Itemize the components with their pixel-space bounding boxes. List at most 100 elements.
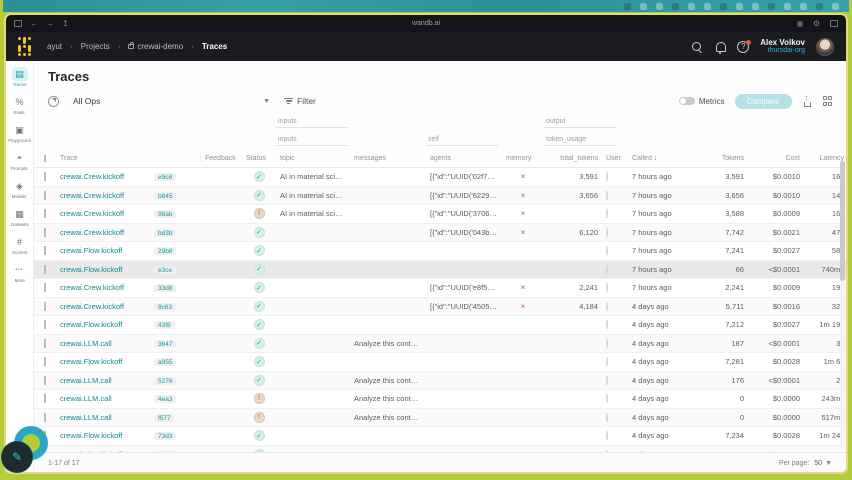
- row-checkbox[interactable]: [44, 172, 46, 182]
- trace-link[interactable]: crewai.Crew.kickoff: [60, 301, 125, 311]
- breadcrumb-project[interactable]: crewai-demo: [128, 42, 183, 51]
- trace-link[interactable]: crewai.Flow.kickoff: [60, 357, 123, 367]
- wandb-logo-icon[interactable]: [18, 37, 31, 56]
- export-icon[interactable]: [802, 93, 813, 107]
- scrollbar[interactable]: [840, 161, 845, 448]
- row-checkbox[interactable]: [44, 412, 46, 422]
- table-row[interactable]: crewai.LLM.call 5276 ✓ Analyze this conten……: [34, 371, 846, 390]
- extension-icon[interactable]: [796, 20, 803, 27]
- row-checkbox[interactable]: [44, 227, 46, 237]
- trace-id-badge[interactable]: 29b8: [154, 247, 177, 256]
- help-icon[interactable]: ?: [737, 39, 752, 53]
- row-checkbox[interactable]: [44, 264, 46, 274]
- table-row[interactable]: crewai.Crew.kickoff 9c63 ✓ [{"id":"UUID('45…: [34, 297, 846, 316]
- row-checkbox[interactable]: [44, 357, 46, 367]
- filter-button[interactable]: Filter: [284, 96, 316, 106]
- sidebar-item-traces[interactable]: ▤ Traces: [7, 67, 33, 88]
- avatar[interactable]: [816, 37, 834, 56]
- column-header-cost[interactable]: Cost: [785, 155, 800, 162]
- column-header-user[interactable]: User: [606, 155, 621, 162]
- share-icon[interactable]: ↥: [62, 19, 69, 28]
- trace-id-badge[interactable]: 4ea3: [154, 395, 177, 404]
- url-bar[interactable]: wandb.ai: [411, 20, 441, 27]
- select-all-checkbox[interactable]: [44, 155, 46, 162]
- column-header-agents[interactable]: agents: [430, 155, 452, 162]
- column-header-memory[interactable]: memory: [506, 155, 532, 162]
- table-row[interactable]: crewai.Flow.kickoff 73d3 ✓ 4 days ago 7,234 $…: [34, 427, 846, 446]
- trace-link[interactable]: crewai.Crew.kickoff: [60, 209, 125, 219]
- sidebar-item-models[interactable]: ◈ Models: [7, 179, 33, 200]
- user-menu[interactable]: Alex Volkov thursdai-org: [760, 38, 805, 55]
- settings-icon[interactable]: ⚙: [812, 19, 820, 28]
- column-header-feedback[interactable]: Feedback: [200, 155, 242, 162]
- trace-id-badge[interactable]: e3ce: [154, 265, 177, 274]
- trace-link[interactable]: crewai.Flow.kickoff: [60, 264, 123, 274]
- trace-id-badge[interactable]: 5276: [154, 376, 177, 385]
- trace-id-badge[interactable]: a955: [154, 358, 177, 367]
- refresh-icon[interactable]: [48, 95, 59, 107]
- row-checkbox[interactable]: [44, 301, 46, 311]
- columns-grid-icon[interactable]: [822, 96, 832, 106]
- trace-id-badge[interactable]: 3b47: [154, 339, 177, 348]
- row-checkbox[interactable]: [44, 246, 46, 256]
- trace-id-badge[interactable]: bd3b: [154, 228, 177, 237]
- notifications-icon[interactable]: [714, 41, 727, 54]
- compare-button[interactable]: Compare: [734, 93, 792, 109]
- trace-link[interactable]: crewai.Flow.kickoff: [60, 320, 123, 330]
- table-row[interactable]: crewai.Flow.kickoff e3ce ✓ 7 hours ago 66 <$0…: [34, 260, 846, 279]
- trace-link[interactable]: crewai.Flow.kickoff: [60, 431, 123, 441]
- column-header-tokens[interactable]: Tokens: [721, 155, 744, 162]
- row-checkbox[interactable]: [44, 190, 46, 200]
- sort-desc-icon[interactable]: ↓: [651, 155, 658, 162]
- window-icon[interactable]: [14, 20, 22, 27]
- sidebar-item-more[interactable]: ••• More: [7, 263, 33, 284]
- table-row[interactable]: crewai.Crew.kickoff 33d8 ✓ [{"id":"UUID('e8…: [34, 279, 846, 298]
- row-checkbox[interactable]: [44, 375, 46, 385]
- trace-link[interactable]: crewai.Crew.kickoff: [60, 283, 125, 293]
- trace-id-badge[interactable]: 43f8: [154, 321, 175, 330]
- ops-dropdown[interactable]: All Ops ▼: [69, 93, 274, 109]
- recorder-bubble[interactable]: ✎: [2, 442, 32, 472]
- trace-id-badge[interactable]: 98ab: [154, 210, 177, 219]
- table-row[interactable]: crewai.Crew.kickoff 98ab! AI in material s…: [34, 205, 846, 224]
- sidebar-item-datasets[interactable]: ▦ Datasets: [7, 207, 33, 228]
- trace-link[interactable]: crewai.LLM.call: [60, 375, 112, 385]
- table-row[interactable]: crewai.Flow.kickoff 29b8 ✓ 7 hours ago 7,241…: [34, 242, 846, 261]
- trace-link[interactable]: crewai.Crew.kickoff: [60, 172, 125, 182]
- trace-id-badge[interactable]: f577: [154, 413, 175, 422]
- breadcrumb-entity[interactable]: ayut: [47, 42, 63, 51]
- breadcrumb-traces[interactable]: Traces: [201, 42, 228, 51]
- column-header-status[interactable]: Status: [246, 155, 266, 162]
- breadcrumb-projects[interactable]: Projects: [80, 42, 110, 51]
- trace-link[interactable]: crewai.Crew.kickoff: [60, 227, 125, 237]
- table-row[interactable]: crewai.Crew.kickoff bd3b ✓ [{"id":"UUID('04…: [34, 223, 846, 242]
- table-row[interactable]: crewai.LLM.call 3b47 ✓ Analyze this conten……: [34, 334, 846, 353]
- search-icon[interactable]: [691, 41, 703, 53]
- sidebar-item-evals[interactable]: % Evals: [7, 95, 33, 116]
- trace-id-badge[interactable]: b845: [154, 191, 177, 200]
- trace-link[interactable]: crewai.Flow.kickoff: [60, 246, 123, 256]
- table-row[interactable]: crewai.Crew.kickoff e9c8 ✓ AI in material s…: [34, 168, 846, 187]
- scrollbar-thumb[interactable]: [840, 161, 845, 281]
- sidebar-item-prompts[interactable]: ◓ Prompts: [7, 151, 33, 172]
- row-checkbox[interactable]: [44, 338, 46, 348]
- table-row[interactable]: crewai.Flow.kickoff a955 ✓ 4 days ago 7,281 $…: [34, 353, 846, 372]
- trace-link[interactable]: crewai.LLM.call: [60, 338, 112, 348]
- trace-id-badge[interactable]: 9c63: [154, 302, 177, 311]
- trace-link[interactable]: crewai.Crew.kickoff: [60, 190, 125, 200]
- copy-icon[interactable]: [830, 20, 838, 27]
- column-header-topic[interactable]: topic: [280, 155, 295, 162]
- trace-link[interactable]: crewai.LLM.call: [60, 394, 112, 404]
- trace-id-badge[interactable]: 73d3: [154, 432, 177, 441]
- table-row[interactable]: crewai.Crew.kickoff b845 ✓ AI in material s…: [34, 186, 846, 205]
- row-checkbox[interactable]: [44, 283, 46, 293]
- row-checkbox[interactable]: [44, 320, 46, 330]
- sidebar-item-playground[interactable]: ▣ Playground: [7, 123, 33, 144]
- column-header-messages[interactable]: messages: [354, 155, 386, 162]
- row-checkbox[interactable]: [44, 209, 46, 219]
- per-page-select[interactable]: 50 ▼: [814, 460, 832, 467]
- trace-id-badge[interactable]: e9c8: [154, 173, 177, 182]
- table-row[interactable]: crewai.Flow.kickoff 43f8 ✓ 4 days ago 7,212 $…: [34, 316, 846, 335]
- column-header-total_tokens[interactable]: total_tokens: [560, 155, 598, 162]
- back-icon[interactable]: ←: [30, 19, 38, 28]
